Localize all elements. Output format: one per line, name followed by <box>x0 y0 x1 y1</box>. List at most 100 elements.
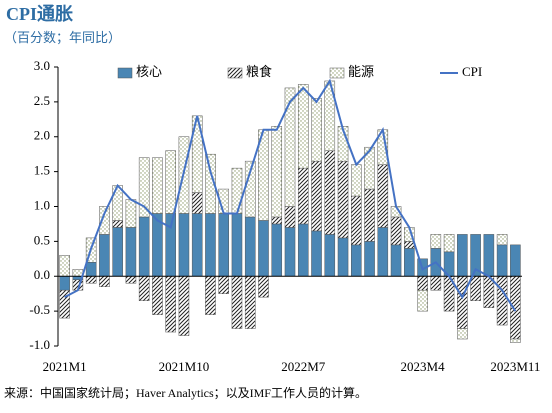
bar-segment <box>218 276 230 294</box>
bar-segment <box>138 216 150 277</box>
bar-segment <box>85 276 97 284</box>
bar-segment <box>297 167 309 225</box>
bar-segment <box>364 146 375 190</box>
bar-segment <box>72 269 84 277</box>
bar-segment <box>470 276 481 301</box>
bar-segment <box>191 192 203 214</box>
bar-segment <box>417 276 428 291</box>
bar-segment <box>311 160 322 232</box>
chart-title: CPI通胀 <box>6 4 73 24</box>
bar-segment <box>324 150 336 235</box>
bar-segment <box>205 276 216 315</box>
y-tick-label: -0.5 <box>29 302 50 317</box>
bar-segment <box>59 289 70 319</box>
bar-segment <box>258 220 269 277</box>
bar-segment <box>457 234 468 277</box>
y-tick-label: 3.0 <box>34 58 50 73</box>
cpi-line <box>64 78 517 312</box>
bar-segment <box>350 244 362 277</box>
bar-segment <box>205 153 216 214</box>
bar-segment <box>284 227 296 277</box>
x-tick-label: 2021M10 <box>159 359 210 374</box>
legend-swatch <box>329 67 345 79</box>
bar-segment <box>125 276 137 284</box>
legend-label: 粮食 <box>246 64 272 79</box>
bar-segment <box>483 234 495 277</box>
bar-segment <box>337 237 349 277</box>
y-tick-label: 2.5 <box>34 93 50 108</box>
bar-segment <box>99 234 110 277</box>
legend-label: 能源 <box>348 64 374 79</box>
bar-segment <box>138 276 150 301</box>
legend-label: CPI <box>462 64 482 79</box>
bar-segment <box>324 234 336 277</box>
bar-segment <box>271 223 283 277</box>
bar-segment <box>178 213 190 277</box>
y-tick-label: 1.0 <box>34 197 50 212</box>
bar-segment <box>390 216 402 246</box>
bar-segment <box>510 338 521 343</box>
bar-segment <box>364 188 375 242</box>
y-tick-label: 0.5 <box>34 232 50 247</box>
bar-segment <box>443 234 455 253</box>
bar-segment <box>125 199 137 228</box>
bar-segment <box>510 276 521 340</box>
bar-segment <box>284 206 296 228</box>
y-tick-label: 0.0 <box>34 267 50 282</box>
bar-segment <box>244 276 256 329</box>
bar-segment <box>99 276 110 287</box>
bar-segment <box>510 244 521 277</box>
x-tick-label: 2021M1 <box>43 359 87 374</box>
y-tick-label: 2.0 <box>34 128 50 143</box>
bar-segment <box>165 276 176 333</box>
x-tick-label: 2022M7 <box>281 359 326 374</box>
bar-segment <box>271 126 283 218</box>
bar-segment <box>59 255 70 277</box>
bar-segment <box>496 234 508 246</box>
bar-segment <box>350 195 362 246</box>
legend-swatch <box>227 67 243 79</box>
bar-segment <box>377 227 389 277</box>
bar-segment <box>311 98 322 162</box>
bar-segment <box>99 206 110 235</box>
x-tick-label: 2023M11 <box>490 359 540 374</box>
bar-segment <box>258 276 269 298</box>
bar-segment <box>297 223 309 277</box>
bar-segment <box>112 227 123 277</box>
bar-segment <box>59 276 70 291</box>
bar-segment <box>231 213 243 277</box>
bar-segment <box>138 157 150 218</box>
bar-segment <box>417 289 428 312</box>
bar-segment <box>244 216 256 277</box>
bar-segment <box>231 276 243 329</box>
bar-segment <box>311 230 322 277</box>
bar-segment <box>377 164 389 228</box>
y-tick-label: -1.0 <box>29 337 50 352</box>
bar-segment <box>271 216 283 225</box>
legend-label: 核心 <box>136 64 162 79</box>
bar-segment <box>430 234 442 249</box>
bar-segment <box>350 164 362 197</box>
bar-segment <box>112 220 123 228</box>
bar-segment <box>404 248 415 277</box>
x-tick-label: 2023M4 <box>401 359 446 374</box>
bar-segment <box>165 213 176 277</box>
bar-segment <box>496 244 508 277</box>
bar-segment <box>284 87 296 207</box>
bar-segment <box>496 276 508 326</box>
bar-segment <box>390 244 402 277</box>
legend-swatch <box>117 67 133 79</box>
bar-segment <box>457 328 468 340</box>
bar-segment <box>231 167 243 214</box>
bar-segment <box>85 262 97 277</box>
bar-segment <box>430 276 442 291</box>
bar-segment <box>218 213 230 277</box>
bar-segment <box>152 157 163 214</box>
bar-segment <box>457 276 468 329</box>
bar-segment <box>337 160 349 239</box>
y-tick-label: 1.5 <box>34 163 50 178</box>
bar-segment <box>165 150 176 214</box>
bar-segment <box>152 276 163 315</box>
source-note: 来源：中国国家统计局；Haver Analytics；以及IMF工作人员的计算。 <box>4 385 367 400</box>
